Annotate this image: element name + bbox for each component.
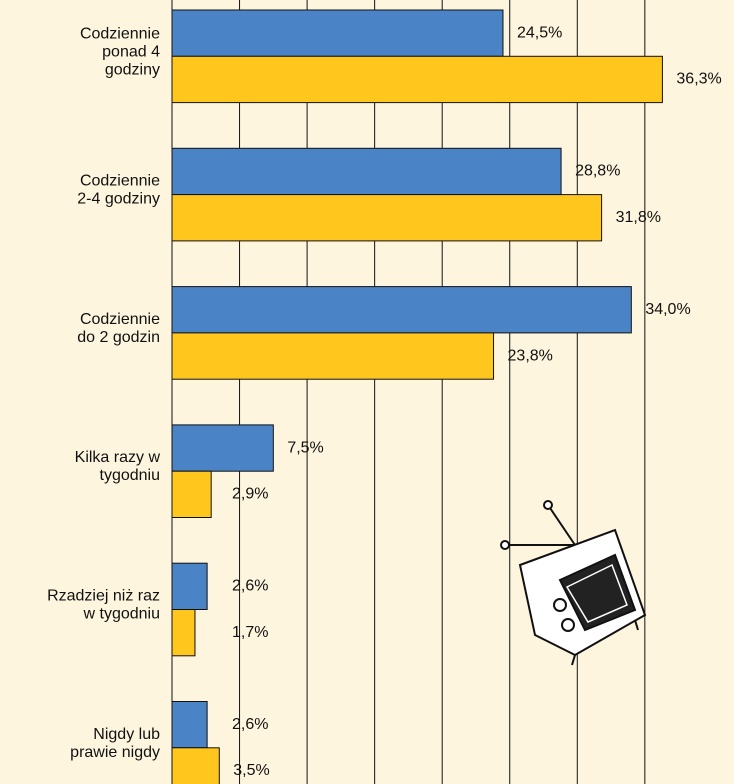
bar — [171, 609, 196, 657]
bar — [171, 147, 562, 196]
value-label: 36,3% — [676, 71, 721, 88]
bar — [171, 562, 208, 611]
value-label: 1,7% — [232, 624, 268, 641]
bar — [171, 286, 632, 334]
category-label: Rzadziej niż raz w tygodniu — [47, 588, 160, 623]
category-label: Nigdy lub prawie nigdy — [70, 726, 160, 761]
bar — [171, 55, 663, 104]
value-label: 2,6% — [232, 578, 268, 595]
bar — [171, 194, 603, 242]
category-label: Codziennie ponad 4 godziny — [80, 26, 160, 79]
value-label: 7,5% — [287, 439, 323, 456]
bar — [171, 332, 495, 380]
value-label: 2,9% — [232, 486, 268, 503]
tv-icon — [500, 500, 647, 666]
bars — [171, 9, 663, 784]
bar — [171, 9, 504, 57]
category-label: Kilka razy w tygodniu — [75, 449, 161, 484]
value-label: 28,8% — [575, 163, 620, 180]
value-label: 34,0% — [645, 301, 690, 318]
bar — [171, 747, 220, 784]
value-label: 23,8% — [508, 347, 553, 364]
value-label: 3,5% — [233, 762, 269, 779]
bar — [171, 701, 208, 749]
bar — [171, 470, 212, 519]
value-label: 2,6% — [232, 716, 268, 733]
bar — [171, 424, 274, 472]
category-label: Codziennie 2-4 godziny — [77, 173, 160, 208]
grid — [171, 0, 646, 784]
value-label: 31,8% — [616, 209, 661, 226]
value-label: 24,5% — [517, 24, 562, 41]
category-label: Codziennie do 2 godzin — [77, 311, 160, 346]
